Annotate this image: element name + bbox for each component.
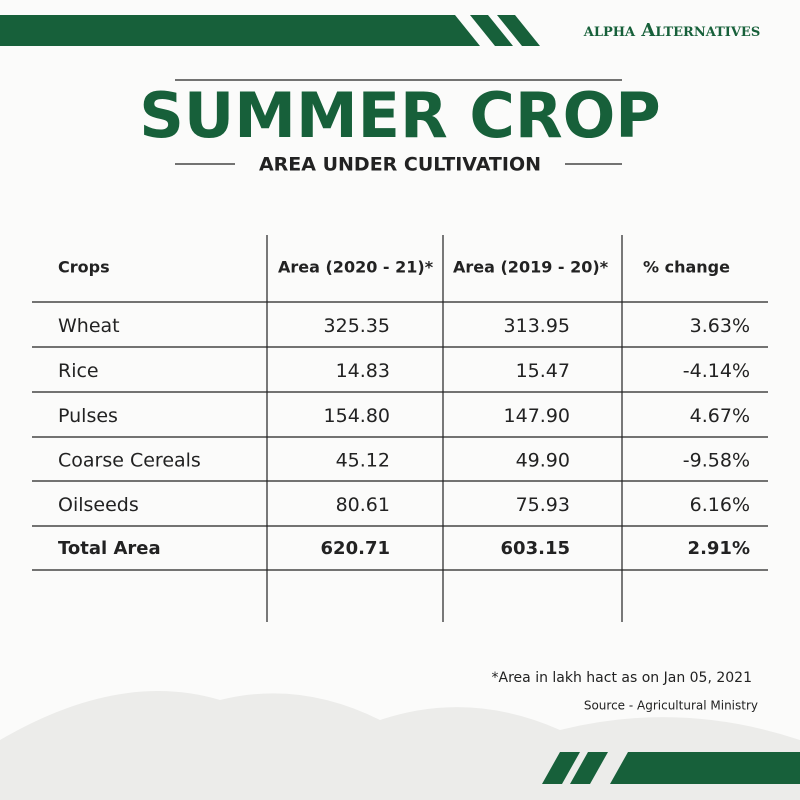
cell-value: 45.12 [336, 450, 390, 472]
stripe [570, 752, 608, 784]
cell-value: 154.80 [324, 405, 390, 427]
cell-value: 14.83 [336, 360, 390, 382]
crop-name: Total Area [58, 538, 161, 559]
cell-value: 313.95 [504, 315, 570, 337]
top-band [0, 15, 480, 46]
crop-name: Oilseeds [58, 494, 139, 516]
crop-name: Rice [58, 360, 99, 382]
stripe [497, 15, 540, 46]
cell-value: 75.93 [516, 494, 570, 516]
cell-value: 3.63% [690, 315, 750, 337]
title: SUMMER CROP [139, 79, 660, 152]
cell-value: 15.47 [516, 360, 570, 382]
cell-value: -4.14% [683, 360, 750, 382]
cell-value: 6.16% [690, 494, 750, 516]
cell-value: 80.61 [336, 494, 390, 516]
crop-name: Pulses [58, 405, 118, 427]
stripe [470, 15, 513, 46]
table: Crops Area (2020 - 21)* Area (2019 - 20)*%… [32, 235, 768, 622]
cell-value: 603.15 [501, 538, 570, 559]
cell-value: 620.71 [321, 538, 390, 559]
cell-value: 147.90 [504, 405, 570, 427]
column-header: Area (2019 - 20)* [453, 258, 609, 277]
subtitle: AREA UNDER CULTIVATION [259, 154, 541, 176]
cell-value: 2.91% [688, 538, 750, 559]
bottom-band [610, 752, 800, 784]
cell-value: 325.35 [324, 315, 390, 337]
stripe [542, 752, 580, 784]
column-header: Crops [58, 258, 110, 277]
cell-value: 49.90 [516, 450, 570, 472]
brand: αlpha Alternatives [583, 20, 760, 41]
source: Source - Agricultural Ministry [584, 699, 758, 713]
cell-value: -9.58% [683, 450, 750, 472]
crop-name: Wheat [58, 315, 120, 337]
hills [0, 691, 800, 800]
cell-value: 4.67% [690, 405, 750, 427]
footnote: *Area in lakh hact as on Jan 05, 2021 [492, 670, 752, 686]
column-header: Area (2020 - 21)* [278, 258, 434, 277]
crop-name: Coarse Cereals [58, 450, 201, 472]
column-header: % change [643, 258, 730, 277]
